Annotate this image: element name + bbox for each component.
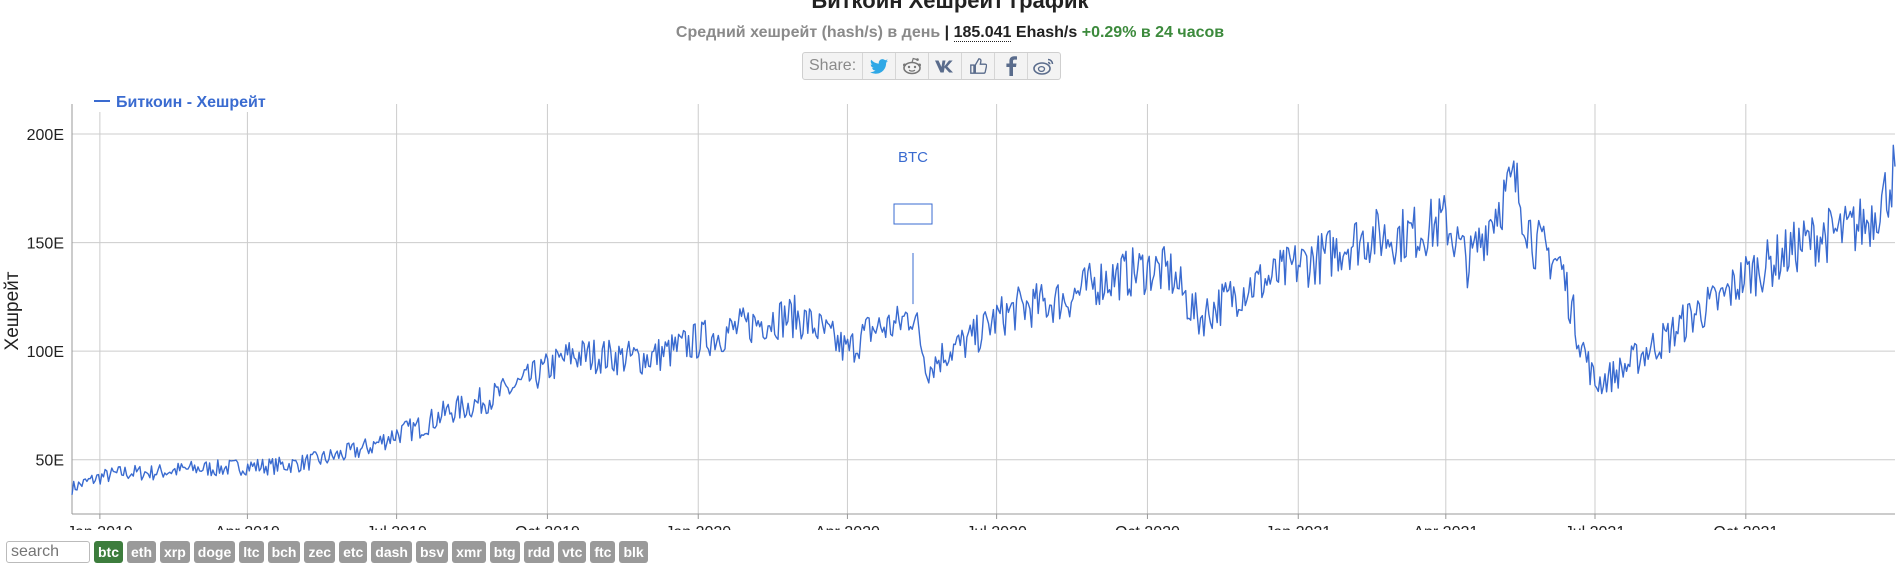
chart-grid <box>72 104 1895 514</box>
y-tick-label: 200E <box>27 127 64 144</box>
chart-title: Биткоин Хешрейт график <box>811 0 1089 13</box>
y-tick-label: 150E <box>27 236 64 253</box>
x-tick-label: Jan 2021 <box>1265 524 1331 530</box>
hashrate-unit: Ehash/s <box>1015 24 1078 41</box>
facebook-icon[interactable] <box>995 53 1029 79</box>
annotation-label: BTC <box>898 149 928 166</box>
coin-button-bsv[interactable]: bsv <box>415 541 449 563</box>
x-tick-label: Jan 2019 <box>67 524 133 530</box>
x-tick-label: Jul 2020 <box>966 524 1027 530</box>
x-tick-label: Apr 2021 <box>1413 524 1478 530</box>
vk-icon[interactable] <box>929 53 963 79</box>
coin-button-doge[interactable]: doge <box>193 541 236 563</box>
coin-button-dash[interactable]: dash <box>371 541 412 563</box>
coin-button-ltc[interactable]: ltc <box>239 541 264 563</box>
legend-box <box>88 90 274 112</box>
coin-button-bch[interactable]: bch <box>267 541 301 563</box>
coin-list: btc eth xrp doge ltc bch zec etc dash bsv xmr btg rd… <box>94 541 648 563</box>
y-axis-label: Хешрейт <box>2 271 23 350</box>
x-tick-label: Jul 2021 <box>1565 524 1626 530</box>
current-hashrate-value[interactable]: 185.041 <box>953 24 1012 42</box>
y-tick-label: 50E <box>36 453 64 470</box>
chart-legend[interactable]: Биткоин - Хешрейт <box>88 90 274 112</box>
share-bar: Share: <box>802 52 1062 80</box>
coin-button-xmr[interactable]: xmr <box>452 541 486 563</box>
search-input[interactable] <box>6 541 90 563</box>
x-tick-label: Oct 2020 <box>1115 524 1180 530</box>
annotation-box[interactable] <box>893 203 933 225</box>
x-tick-label: Apr 2019 <box>215 524 280 530</box>
x-tick-label: Oct 2019 <box>515 524 580 530</box>
hashrate-change: +0.29% в 24 часов <box>1081 24 1225 41</box>
subtitle-separator: | <box>944 24 950 41</box>
chart-axes: 50E 100E 150E 200E Jan 2019 Apr 2019 Jul 2019 O… <box>27 104 1895 530</box>
x-tick-label: Jul 2019 <box>366 524 427 530</box>
coin-button-vtc[interactable]: vtc <box>558 541 587 563</box>
coin-button-etc[interactable]: etc <box>339 541 368 563</box>
coin-button-btc[interactable]: btc <box>94 541 123 563</box>
chart-subtitle: Средний хешрейт (hash/s) в день | 185.04… <box>0 24 1900 42</box>
coin-button-eth[interactable]: eth <box>127 541 156 563</box>
series-line-bitcoin-hashrate[interactable] <box>71 144 1896 495</box>
hashrate-chart[interactable]: 50E 100E 150E 200E Jan 2019 Apr 2019 Jul 2019 O… <box>0 90 1900 530</box>
legend-label[interactable]: Биткоин - Хешрейт <box>116 94 266 111</box>
coin-button-zec[interactable]: zec <box>304 541 336 563</box>
chart-annotation[interactable]: BTC <box>893 149 933 305</box>
weibo-icon[interactable] <box>1028 53 1060 79</box>
coin-selector: btcethxrpdogeltcbchzecetcdashbsvxmrbtgrd… <box>6 541 648 563</box>
coin-button-ftc[interactable]: ftc <box>590 541 616 563</box>
share-label: Share: <box>803 53 864 79</box>
coin-button-xrp[interactable]: xrp <box>160 541 190 563</box>
x-tick-label: Apr 2020 <box>815 524 880 530</box>
twitter-icon[interactable] <box>863 53 897 79</box>
coin-button-blk[interactable]: blk <box>619 541 648 563</box>
reddit-icon[interactable] <box>896 53 930 79</box>
subtitle-label: Средний хешрейт (hash/s) в день <box>675 24 941 41</box>
x-tick-label: Oct 2021 <box>1713 524 1778 530</box>
y-tick-label: 100E <box>27 344 64 361</box>
coin-button-btg[interactable]: btg <box>489 541 520 563</box>
coin-button-rdd[interactable]: rdd <box>523 541 555 563</box>
like-icon[interactable] <box>962 53 996 79</box>
x-tick-label: Jan 2020 <box>665 524 731 530</box>
